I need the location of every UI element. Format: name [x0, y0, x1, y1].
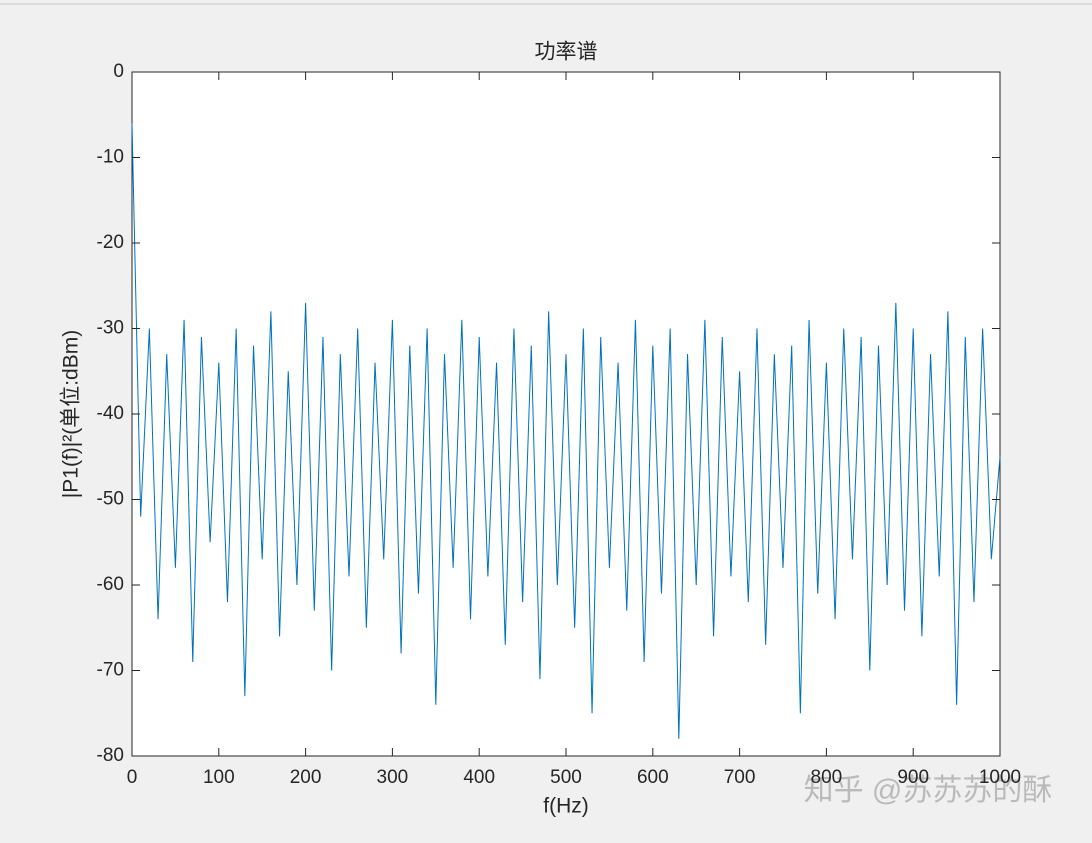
data-line	[131, 123, 1001, 739]
y-tick-label: -60	[97, 574, 124, 595]
x-tick-label: 100	[203, 767, 235, 788]
x-tick-label: 400	[463, 767, 495, 788]
y-tick-label: -80	[97, 745, 124, 766]
x-tick-label: 300	[377, 767, 409, 788]
x-tick-label: 700	[724, 767, 756, 788]
x-tick-label: 900	[897, 767, 929, 788]
y-tick-label: -30	[97, 318, 124, 339]
x-tick-label: 1000	[979, 767, 1021, 788]
x-tick-label: 0	[127, 767, 138, 788]
x-tick-label: 200	[290, 767, 322, 788]
x-tick-label: 500	[550, 767, 582, 788]
x-tick-label: 600	[637, 767, 669, 788]
y-tick-label: -20	[97, 232, 124, 253]
y-tick-label: 0	[113, 61, 124, 82]
y-tick-label: -50	[97, 489, 124, 510]
y-axis-label: |P1(f)|²(单位:dBm)	[60, 330, 83, 498]
y-tick-label: -10	[97, 147, 124, 168]
x-tick-label: 800	[811, 767, 843, 788]
chart-title: 功率谱	[535, 41, 598, 64]
y-tick-label: -70	[97, 660, 124, 681]
watermark: 知乎 @苏苏苏的酥	[804, 774, 1053, 807]
x-axis-label: f(Hz)	[543, 795, 589, 818]
y-tick-label: -40	[97, 403, 124, 424]
